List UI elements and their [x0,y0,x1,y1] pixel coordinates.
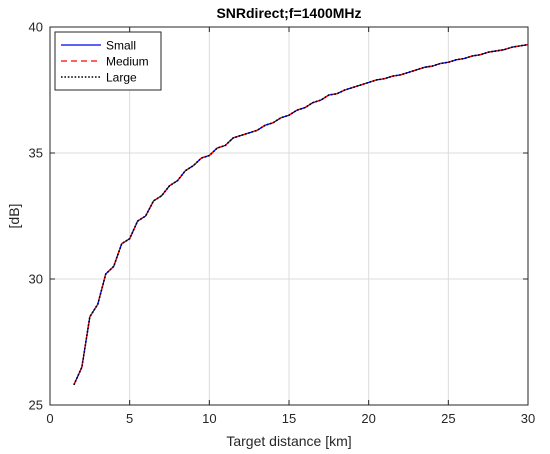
y-tick-label: 40 [29,20,43,35]
series-layer [73,43,529,386]
y-tick-label: 25 [29,398,43,413]
legend-label-medium: Medium [106,55,149,69]
series-line-large [73,43,529,386]
y-tick-label: 35 [29,146,43,161]
x-axis-ticks: 0 5 10 15 20 25 30 [46,27,535,426]
x-axis-label: Target distance [km] [226,433,351,449]
x-tick-label: 15 [282,411,296,426]
y-tick-label: 30 [29,272,43,287]
legend-label-small: Small [106,39,136,53]
chart-title: SNRdirect;f=1400MHz [216,5,361,21]
legend: Small Medium Large [54,31,162,91]
x-tick-label: 0 [46,411,53,426]
x-tick-label: 5 [126,411,133,426]
x-tick-label: 20 [361,411,375,426]
x-tick-label: 25 [441,411,455,426]
y-axis-ticks: 25 30 35 40 [29,20,528,413]
x-tick-label: 30 [521,411,535,426]
x-tick-label: 10 [202,411,216,426]
legend-label-large: Large [106,71,137,85]
y-axis-label: [dB] [6,204,22,229]
